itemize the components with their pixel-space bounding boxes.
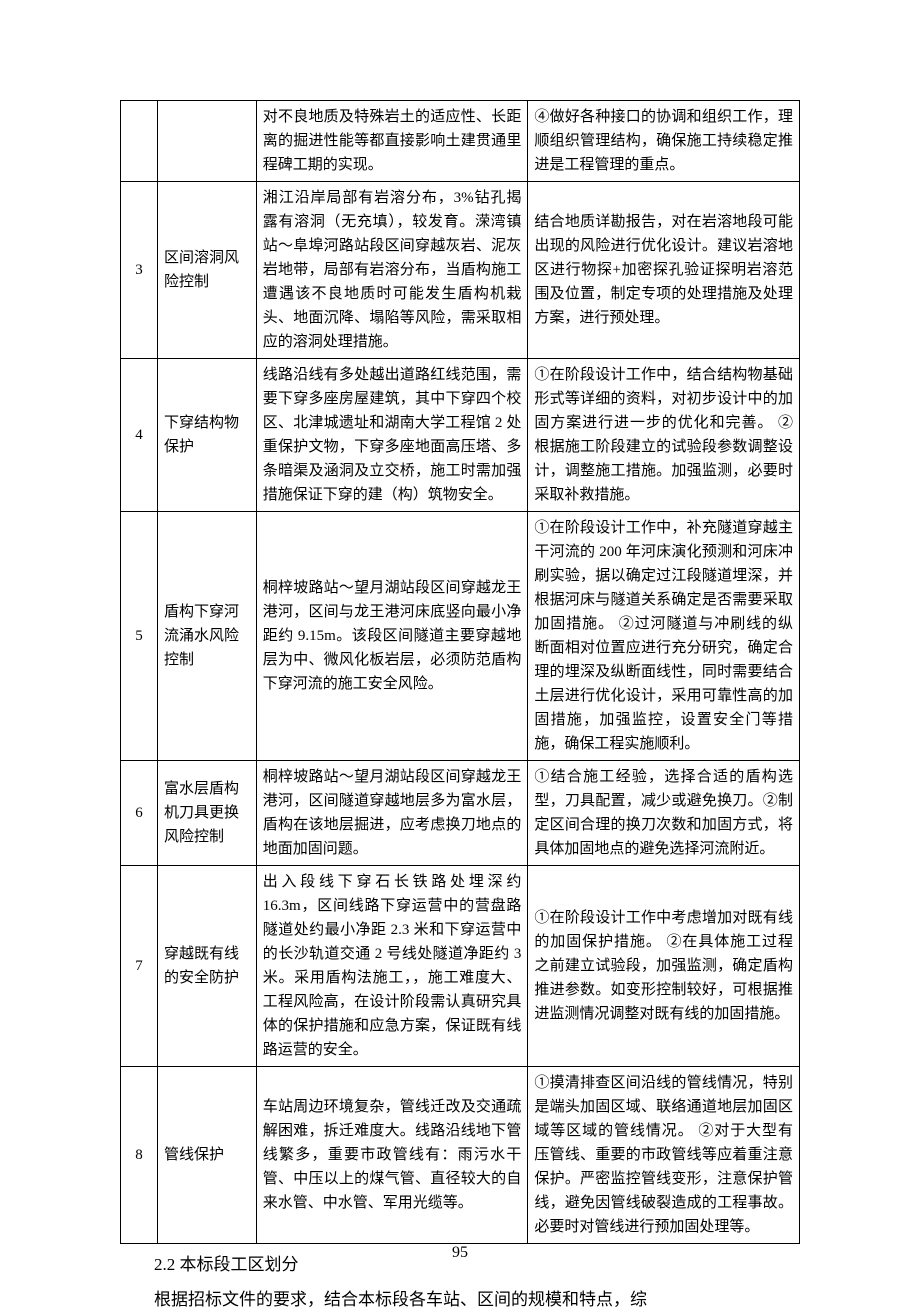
row-measure: ①在阶段设计工作中，补充隧道穿越主干河流的 200 年河床演化预测和河床冲刷实验… — [528, 512, 800, 761]
row-category: 穿越既有线的安全防护 — [158, 866, 257, 1067]
table-body: 对不良地质及特殊岩土的适应性、长距离的掘进性能等都直接影响土建贯通里程碑工期的实… — [121, 101, 800, 1244]
row-measure: ④做好各种接口的协调和组织工作，理顺组织管理结构，确保施工持续稳定推进是工程管理… — [528, 101, 800, 182]
row-category: 区间溶洞风险控制 — [158, 182, 257, 359]
row-description: 线路沿线有多处越出道路红线范围，需要下穿多座房屋建筑，其中下穿四个校区、北津城遗… — [256, 359, 528, 512]
body-paragraph: 根据招标文件的要求，结合本标段各车站、区间的规模和特点，综 — [120, 1285, 800, 1315]
row-category: 盾构下穿河流涌水风险控制 — [158, 512, 257, 761]
row-description: 桐梓坡路站～望月湖站段区间穿越龙王港河，区间隧道穿越地层多为富水层，盾构在该地层… — [256, 761, 528, 866]
row-category: 下穿结构物保护 — [158, 359, 257, 512]
row-number — [121, 101, 158, 182]
table-row: 3 区间溶洞风险控制 湘江沿岸局部有岩溶分布，3%钻孔揭露有溶洞（无充填），较发… — [121, 182, 800, 359]
row-number: 7 — [121, 866, 158, 1067]
row-description: 对不良地质及特殊岩土的适应性、长距离的掘进性能等都直接影响土建贯通里程碑工期的实… — [256, 101, 528, 182]
row-number: 5 — [121, 512, 158, 761]
row-description: 出入段线下穿石长铁路处埋深约 16.3m，区间线路下穿运营中的营盘路隧道处约最小… — [256, 866, 528, 1067]
page-number: 95 — [0, 1244, 920, 1262]
row-measure: ①在阶段设计工作中，结合结构物基础形式等详细的资料，对初步设计中的加固方案进行进… — [528, 359, 800, 512]
row-number: 3 — [121, 182, 158, 359]
row-measure: 结合地质详勘报告，对在岩溶地段可能出现的风险进行优化设计。建议岩溶地区进行物探+… — [528, 182, 800, 359]
row-number: 6 — [121, 761, 158, 866]
table-row: 7 穿越既有线的安全防护 出入段线下穿石长铁路处埋深约 16.3m，区间线路下穿… — [121, 866, 800, 1067]
row-description: 湘江沿岸局部有岩溶分布，3%钻孔揭露有溶洞（无充填），较发育。溁湾镇站～阜埠河路… — [256, 182, 528, 359]
row-description: 车站周边环境复杂，管线迁改及交通疏解困难，拆迁难度大。线路沿线地下管线繁多，重要… — [256, 1067, 528, 1244]
table-row: 4 下穿结构物保护 线路沿线有多处越出道路红线范围，需要下穿多座房屋建筑，其中下… — [121, 359, 800, 512]
table-row: 6 富水层盾构机刀具更换风险控制 桐梓坡路站～望月湖站段区间穿越龙王港河，区间隧… — [121, 761, 800, 866]
risk-table: 对不良地质及特殊岩土的适应性、长距离的掘进性能等都直接影响土建贯通里程碑工期的实… — [120, 100, 800, 1244]
row-category: 富水层盾构机刀具更换风险控制 — [158, 761, 257, 866]
row-measure: ①在阶段设计工作中考虑增加对既有线的加固保护措施。 ②在具体施工过程之前建立试验… — [528, 866, 800, 1067]
table-row: 5 盾构下穿河流涌水风险控制 桐梓坡路站～望月湖站段区间穿越龙王港河，区间与龙王… — [121, 512, 800, 761]
table-row: 8 管线保护 车站周边环境复杂，管线迁改及交通疏解困难，拆迁难度大。线路沿线地下… — [121, 1067, 800, 1244]
row-measure: ①摸清排查区间沿线的管线情况，特别是端头加固区域、联络通道地层加固区域等区域的管… — [528, 1067, 800, 1244]
row-number: 4 — [121, 359, 158, 512]
row-category — [158, 101, 257, 182]
row-description: 桐梓坡路站～望月湖站段区间穿越龙王港河，区间与龙王港河床底竖向最小净距约 9.1… — [256, 512, 528, 761]
row-number: 8 — [121, 1067, 158, 1244]
table-row: 对不良地质及特殊岩土的适应性、长距离的掘进性能等都直接影响土建贯通里程碑工期的实… — [121, 101, 800, 182]
row-category: 管线保护 — [158, 1067, 257, 1244]
row-measure: ①结合施工经验，选择合适的盾构选型，刀具配置，减少或避免换刀。②制定区间合理的换… — [528, 761, 800, 866]
